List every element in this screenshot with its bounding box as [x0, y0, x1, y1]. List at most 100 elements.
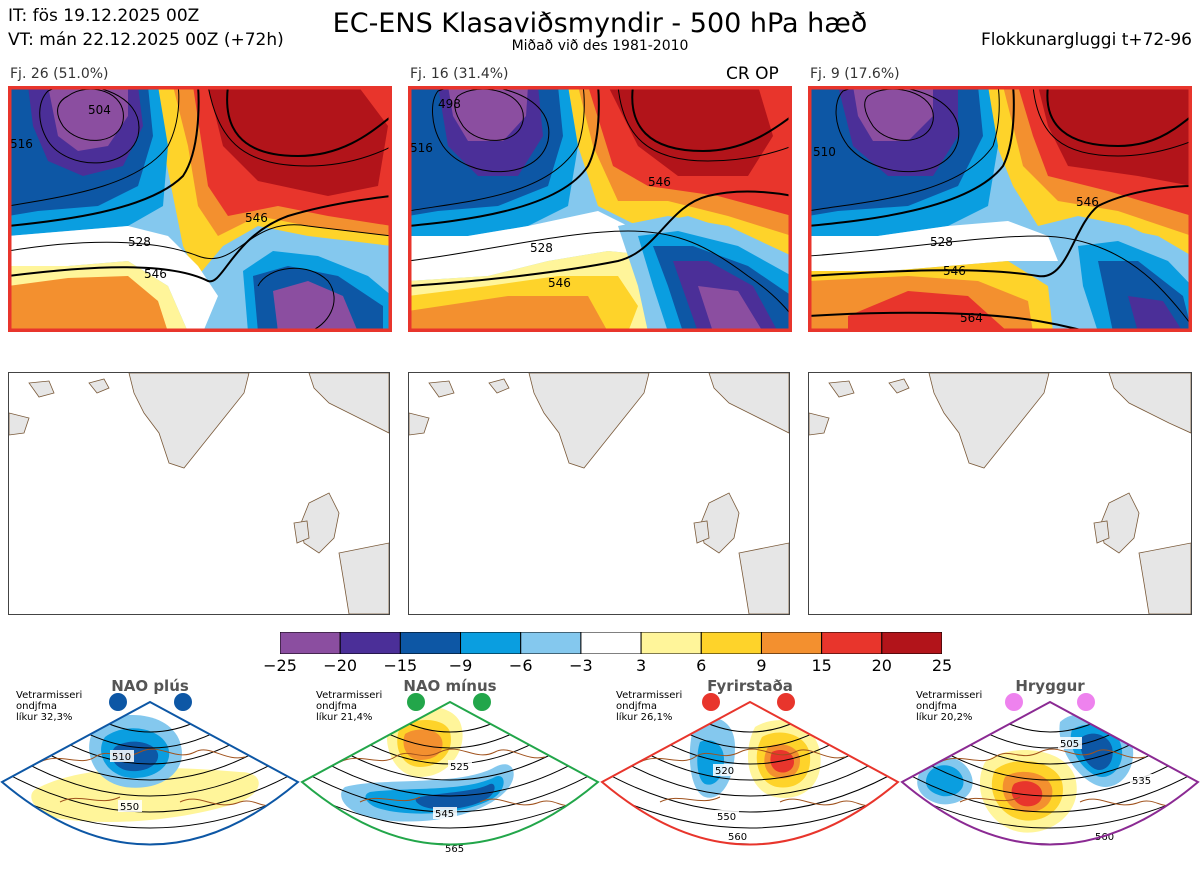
- regime-border: [300, 700, 600, 846]
- regime-season: Vetrarmisseri: [316, 690, 383, 701]
- colorbar-tick-label: 15: [811, 656, 832, 675]
- height-contour: [55, 737, 245, 765]
- initial-time: IT: fös 19.12.2025 00Z: [8, 6, 200, 26]
- regime-likelihood: líkur 26,1%: [616, 712, 673, 723]
- anomaly-shading: [31, 767, 259, 822]
- height-contour: [611, 754, 889, 797]
- height-contour: [77, 728, 223, 749]
- colorbar: [279, 631, 943, 655]
- height-contour: [977, 728, 1123, 749]
- height-contour: [2, 763, 298, 813]
- colorbar-segment: [460, 631, 522, 655]
- page-subtitle: Miðað við des 1981-2010: [511, 38, 689, 54]
- colorbar-tick-label: −25: [263, 656, 297, 675]
- colorbar-segment: [700, 631, 762, 655]
- basemap-panel-1: [8, 372, 390, 615]
- height-contour: [955, 737, 1145, 765]
- regime-freq-label: ondjfma: [316, 701, 357, 712]
- regime-dot: [407, 693, 425, 711]
- contour-label: 560: [1095, 832, 1114, 843]
- height-contour: [911, 754, 1189, 797]
- regime-freq-label: ondjfma: [916, 701, 957, 712]
- basemap-panel-2: [408, 372, 790, 615]
- cluster-1-label: Fj. 26 (51.0%): [10, 66, 109, 82]
- anomaly-shading: [925, 765, 964, 797]
- contour-label: 546: [648, 175, 671, 189]
- regime-dot: [1005, 693, 1023, 711]
- contour-label: 546: [144, 267, 167, 281]
- regime-dot: [777, 693, 795, 711]
- regime-likelihood: líkur 21,4%: [316, 712, 373, 723]
- height-contour: [902, 763, 1198, 813]
- colorbar-tick-label: −15: [383, 656, 418, 675]
- regime-border: [600, 700, 900, 846]
- regime-dot: [109, 693, 127, 711]
- contour-label: 528: [128, 235, 151, 249]
- colorbar-tick-label: −6: [508, 656, 533, 675]
- contour-label: 528: [930, 235, 953, 249]
- regime-info: Vetrarmisseri ondjfma líkur 32,3%: [16, 690, 82, 723]
- colorbar-segment: [580, 631, 642, 655]
- cluster-1-map: 504 516 528 546 546: [8, 86, 392, 332]
- height-contour: [399, 719, 501, 733]
- height-contour: [311, 754, 589, 797]
- height-contour: [33, 745, 267, 781]
- colorbar-tick-label: 3: [635, 656, 647, 675]
- height-contour: [699, 719, 801, 733]
- contour-label: 546: [245, 211, 268, 225]
- colorbar-tick-label: −20: [323, 656, 358, 675]
- regime-dot: [1077, 693, 1095, 711]
- height-contour: [11, 754, 289, 797]
- regime-info: Vetrarmisseri ondjfma líkur 21,4%: [316, 690, 382, 723]
- anomaly-shading: [415, 783, 495, 810]
- height-contour: [602, 763, 898, 813]
- regime-season: Vetrarmisseri: [616, 690, 683, 701]
- regime-likelihood: líkur 20,2%: [916, 712, 973, 723]
- height-contour: [933, 745, 1167, 781]
- regime-info: Vetrarmisseri ondjfma líkur 20,2%: [916, 690, 982, 723]
- height-contour: [655, 737, 845, 765]
- basemap-panel-3: [808, 372, 1192, 615]
- colorbar-segment: [760, 631, 823, 655]
- regime-freq-label: ondjfma: [16, 701, 57, 712]
- contour-label: 545: [435, 809, 454, 820]
- contour-label: 516: [10, 137, 33, 151]
- height-contour: [99, 719, 201, 733]
- regime-dot: [174, 693, 192, 711]
- regime-name: Fyrirstaða: [707, 677, 793, 695]
- valid-time: VT: mán 22.12.2025 00Z (+72h): [8, 30, 284, 50]
- contour-label: 550: [120, 802, 139, 813]
- regime-border: [0, 700, 300, 846]
- regime-name: NAO plús: [111, 677, 189, 695]
- contour-label: 516: [410, 141, 433, 155]
- height-contour: [633, 745, 867, 781]
- contour-label: 535: [1132, 776, 1151, 787]
- height-contour: [677, 728, 823, 749]
- cluster-3-label: Fj. 9 (17.6%): [810, 66, 900, 82]
- anomaly-shading: [403, 729, 443, 760]
- regime-dot: [702, 693, 720, 711]
- regime-map: 505 535 560: [900, 692, 1200, 871]
- regime-border: [900, 700, 1200, 846]
- colorbar-tick-label: 20: [871, 656, 892, 675]
- contour-label: 550: [717, 812, 736, 823]
- contour-label: 564: [960, 311, 983, 325]
- colorbar-tick-label: 9: [756, 656, 767, 675]
- contour-label: 498: [438, 97, 461, 111]
- regime-map: 525 545 565: [300, 692, 600, 871]
- height-contour: [999, 719, 1101, 733]
- regime-info: Vetrarmisseri ondjfma líkur 26,1%: [616, 690, 682, 723]
- contour-label: 505: [1060, 739, 1079, 750]
- classification-window: Flokkunargluggi t+72-96: [980, 30, 1192, 50]
- colorbar-segment: [640, 631, 702, 655]
- contour-label: 546: [548, 276, 571, 290]
- regime-season: Vetrarmisseri: [916, 690, 983, 701]
- contour-label: 528: [530, 241, 553, 255]
- colorbar-segment: [520, 631, 582, 655]
- cluster-2-label: Fj. 16 (31.4%): [410, 66, 509, 82]
- regime-name: Hryggur: [1015, 677, 1085, 695]
- contour-label: 546: [1076, 195, 1099, 209]
- colorbar-segment: [279, 631, 341, 655]
- regime-map: 510 550: [0, 692, 300, 871]
- cluster-2-map: 498 516 528 546 546: [408, 86, 792, 332]
